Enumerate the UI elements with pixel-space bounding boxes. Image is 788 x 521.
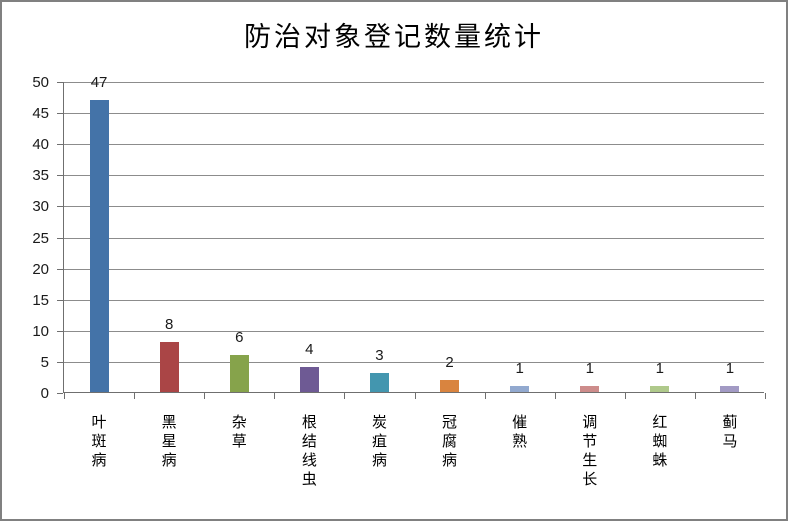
y-axis-tick <box>57 268 63 270</box>
chart-title: 防治对象登记数量统计 <box>244 22 544 53</box>
y-axis-tick-label: 10 <box>32 322 49 340</box>
x-axis-tick <box>554 393 556 399</box>
x-axis-category-label: 根结线虫 <box>299 414 318 490</box>
y-axis-tick <box>57 206 63 208</box>
bar <box>580 385 600 392</box>
y-axis-tick-label: 30 <box>32 198 49 216</box>
y-axis-tick <box>57 175 63 177</box>
x-axis-tick <box>765 393 766 399</box>
bar <box>369 373 389 392</box>
bar-value-label: 2 <box>445 353 454 371</box>
x-axis-category-label: 冠腐病 <box>440 414 459 471</box>
gridline <box>64 330 764 332</box>
bar-value-label: 1 <box>725 359 735 377</box>
x-axis-tick <box>204 393 206 399</box>
x-axis-category-label: 杂草 <box>229 414 248 452</box>
gridline <box>64 206 764 208</box>
y-axis-tick <box>57 361 63 363</box>
x-axis-category-label: 黑星病 <box>159 414 178 471</box>
bar-value-label: 1 <box>515 359 524 377</box>
x-axis-tick <box>484 393 486 399</box>
x-axis-tick <box>694 393 696 399</box>
y-axis-tick <box>57 144 63 146</box>
bar <box>89 99 109 392</box>
gridline <box>64 361 764 363</box>
bar <box>720 385 740 392</box>
y-axis-tick-label: 35 <box>32 167 49 185</box>
bar <box>650 385 670 392</box>
bar-value-label: 3 <box>375 347 384 365</box>
bar-value-label: 1 <box>585 359 594 377</box>
gridline <box>64 175 764 177</box>
bar <box>510 385 530 392</box>
bar <box>159 342 179 392</box>
x-axis-category-label: 蓟马 <box>720 414 739 452</box>
gridline <box>64 237 764 239</box>
y-axis-tick-label: 0 <box>40 385 49 402</box>
x-axis-tick <box>134 393 136 399</box>
y-axis-tick <box>57 330 63 332</box>
bar-value-label: 6 <box>235 328 244 346</box>
bar-value-label: 1 <box>655 359 665 377</box>
y-axis-tick <box>57 299 63 301</box>
x-axis-category-label: 炭疽病 <box>369 414 388 471</box>
x-axis-category-label: 叶斑病 <box>89 414 108 471</box>
y-axis-tick-label: 50 <box>32 74 49 91</box>
y-axis-labels: 0 5 10 15 20 25 30 35 40 45 50 <box>2 75 49 401</box>
y-axis-tick <box>57 82 63 83</box>
x-axis-tick <box>64 393 65 399</box>
bar-value-label: 47 <box>90 73 108 91</box>
bar-value-label: 4 <box>305 341 314 359</box>
y-axis-tick-label: 5 <box>40 353 49 371</box>
x-axis-tick <box>274 393 276 399</box>
y-axis-tick <box>57 393 63 394</box>
x-axis-category-label: 红蜘蛛 <box>650 414 669 471</box>
x-axis-category-label: 催熟 <box>510 414 529 452</box>
y-axis-tick-label: 15 <box>32 291 49 309</box>
y-axis-tick <box>57 237 63 239</box>
gridline <box>64 268 764 270</box>
y-axis-tick-label: 40 <box>32 136 49 154</box>
y-axis-tick-label: 20 <box>32 260 49 278</box>
x-axis-category-label: 调节生长 <box>580 414 599 490</box>
gridline <box>64 82 764 83</box>
y-axis-tick-label: 45 <box>32 105 49 123</box>
x-axis-labels: 叶斑病 黑星病 杂草 根结线虫 炭疽病 冠腐病 催熟 调节生长 红蜘蛛 蓟马 <box>63 414 764 514</box>
x-axis-tick <box>344 393 346 399</box>
x-axis-tick <box>624 393 626 399</box>
bar <box>229 354 249 392</box>
x-axis-tick <box>414 393 416 399</box>
y-axis-tick <box>57 113 63 115</box>
gridline <box>64 144 764 146</box>
bar <box>440 379 460 392</box>
plot-area: 47 8 6 4 3 2 1 1 1 1 <box>57 75 766 399</box>
y-axis-tick-label: 25 <box>32 229 49 247</box>
bar <box>299 367 319 392</box>
bar-value-label: 8 <box>164 316 174 334</box>
gridline <box>64 113 764 115</box>
gridline <box>64 299 764 301</box>
